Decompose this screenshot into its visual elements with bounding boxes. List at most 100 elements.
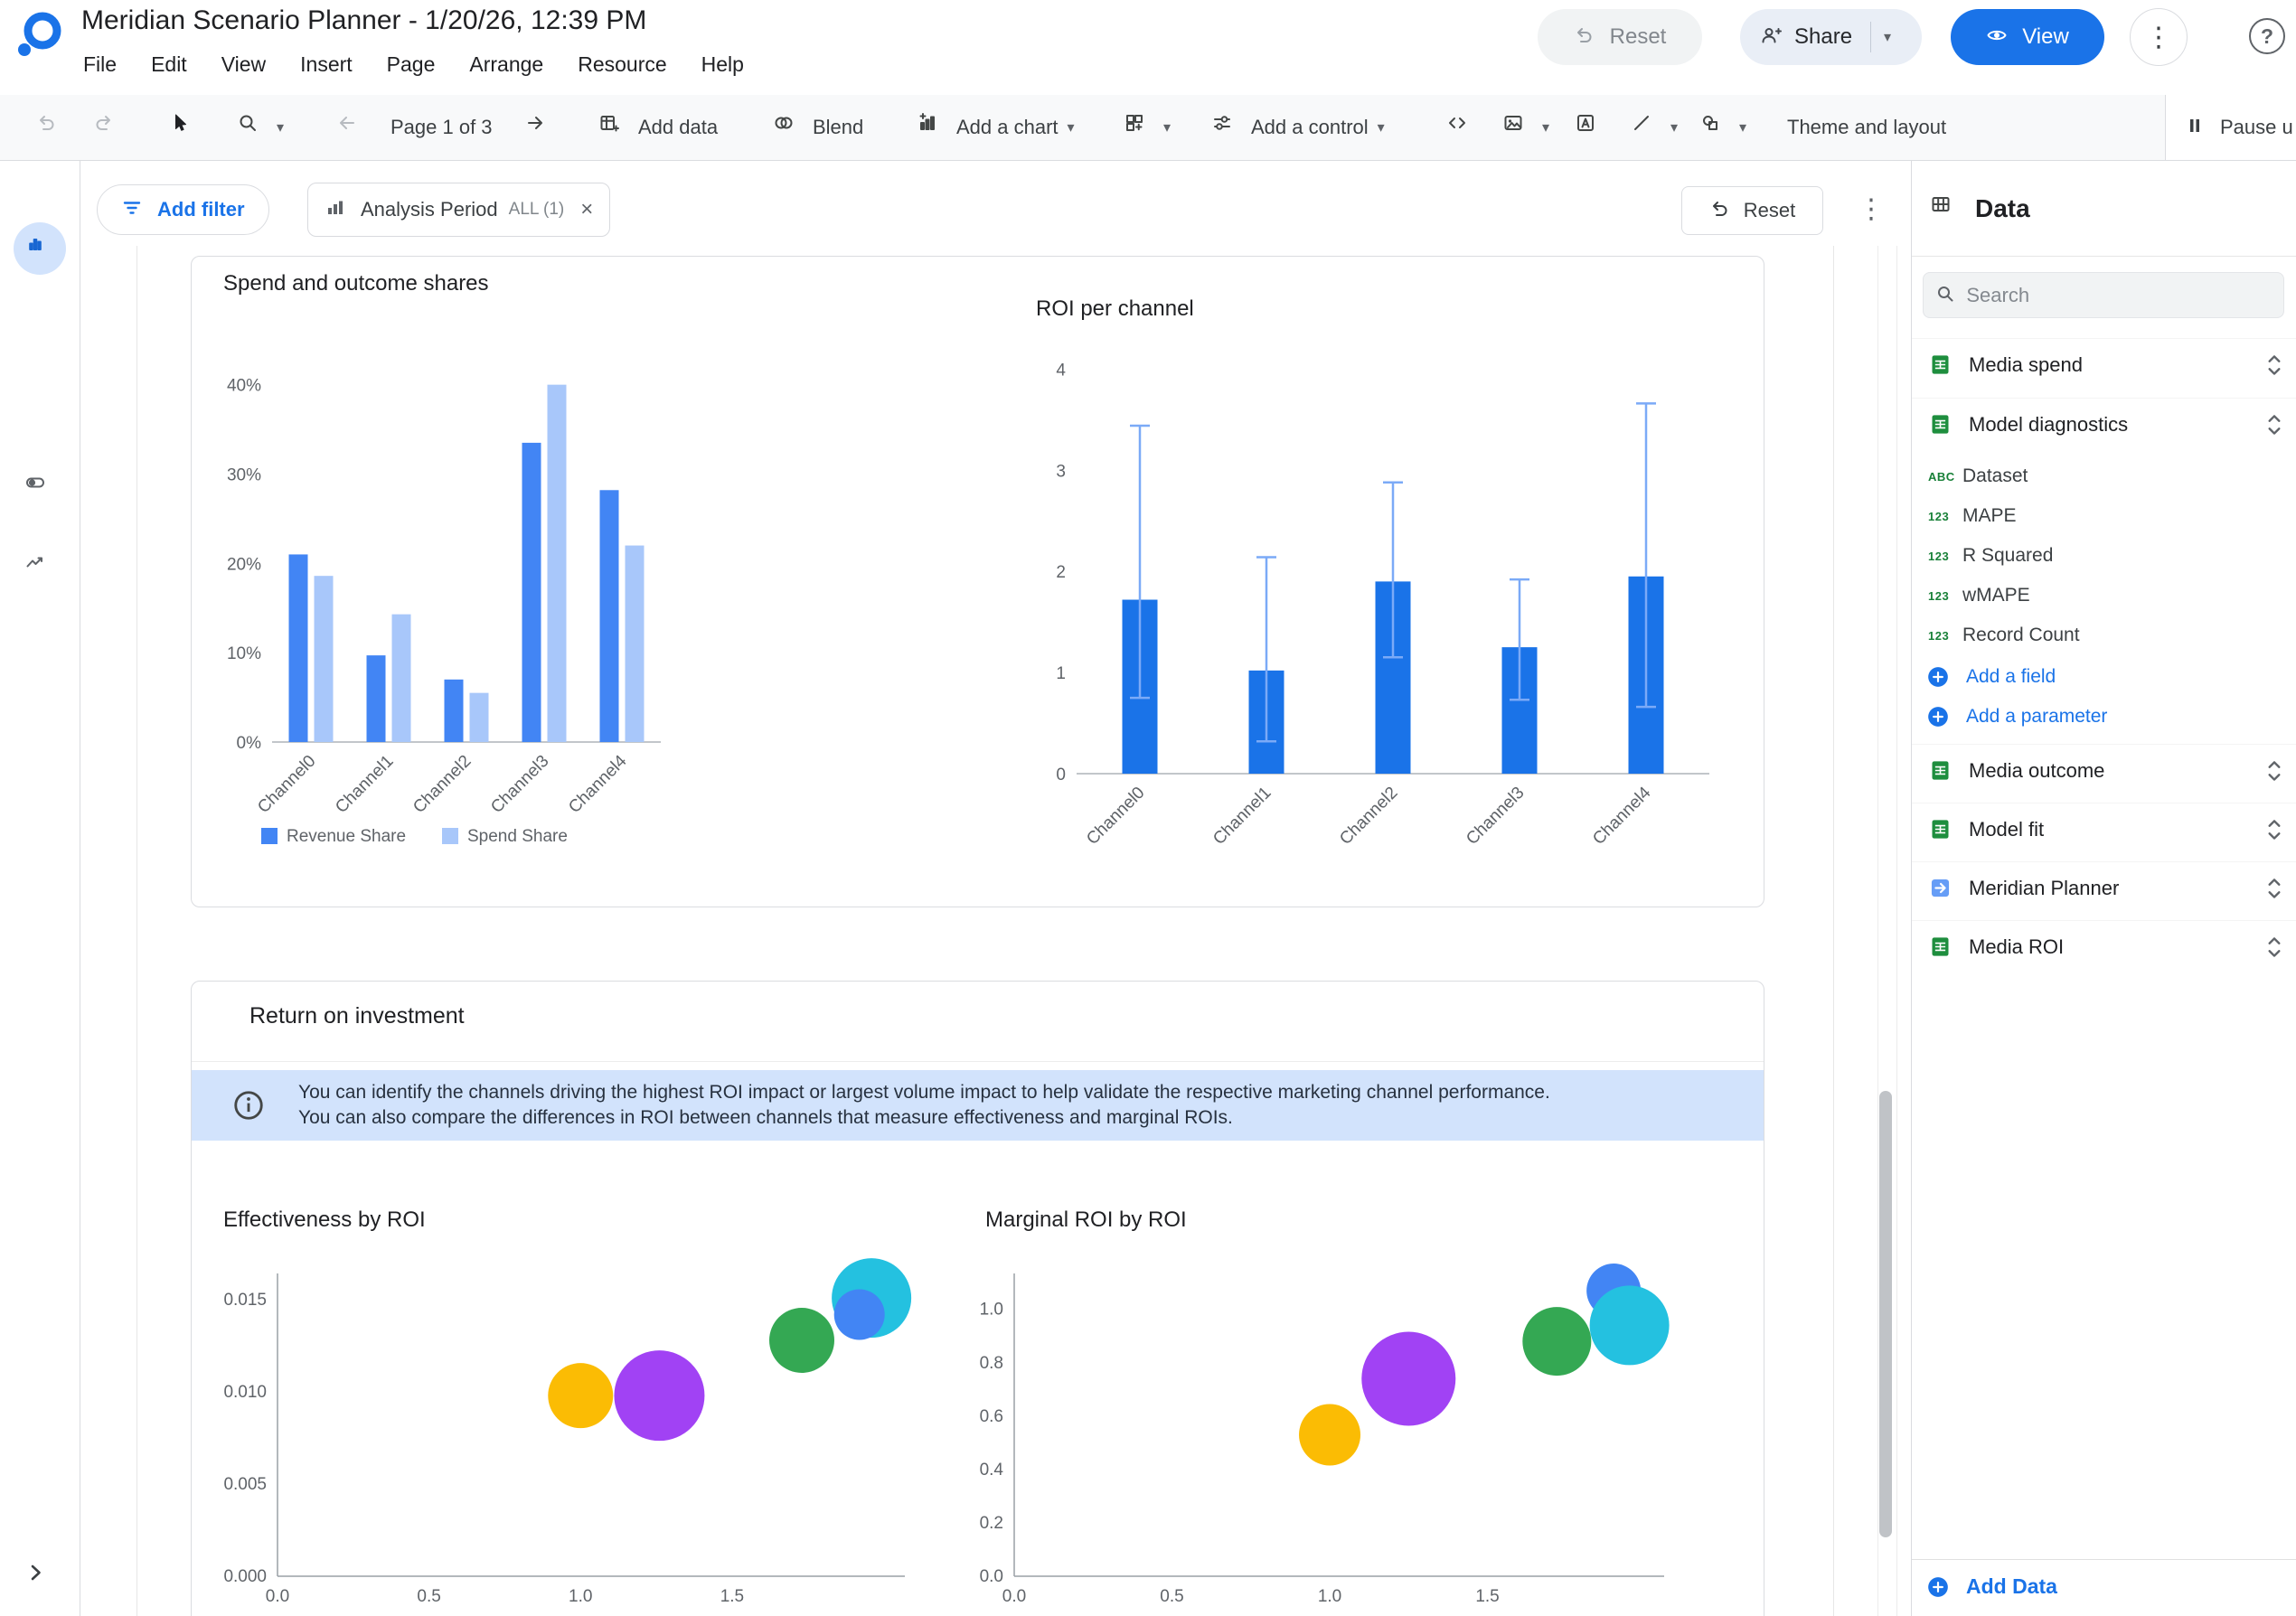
add-a-field-button[interactable]: Add a field [1912, 656, 2296, 698]
return-on-investment-card[interactable]: Return on investment You can identify th… [191, 981, 1764, 1616]
data-source-media-roi[interactable]: Media ROI [1912, 920, 2296, 972]
data-source-meridian-planner[interactable]: Meridian Planner [1912, 861, 2296, 914]
pause-icon [2190, 119, 2199, 132]
canvas-more-menu[interactable]: ⋮ [1858, 194, 1885, 224]
zoom-button[interactable]: ▾ [237, 112, 284, 143]
rail-expand-button[interactable] [14, 1551, 66, 1603]
next-page-button[interactable] [524, 112, 555, 143]
svg-text:20%: 20% [227, 555, 261, 574]
effectiveness-by-roi-chart[interactable]: 0.000 0.005 0.010 0.015 0.0 0.5 1.0 1.5 [218, 1257, 932, 1616]
help-icon[interactable]: ? [2249, 18, 2285, 54]
chart-title: Spend and outcome shares [223, 271, 489, 296]
svg-text:Channel4: Channel4 [565, 751, 631, 817]
data-source-model-diagnostics[interactable]: Model diagnostics [1912, 398, 2296, 450]
sheets-icon [1932, 415, 1949, 434]
data-source-model-fit[interactable]: Model fit [1912, 803, 2296, 855]
filter-chart-icon [328, 201, 343, 214]
page-right-edge [1833, 246, 1834, 1616]
unfold-icon[interactable] [2265, 351, 2283, 380]
view-button[interactable]: View [1951, 9, 2104, 65]
redo-button[interactable] [92, 112, 123, 143]
menu-insert[interactable]: Insert [300, 52, 353, 76]
collapse-icon[interactable] [2265, 410, 2283, 439]
search-input[interactable] [1966, 283, 2272, 307]
share-divider [1870, 22, 1872, 52]
pause-updates-button[interactable]: Pause u [2165, 95, 2296, 160]
menu-page[interactable]: Page [386, 52, 436, 76]
unfold-icon[interactable] [2265, 933, 2283, 962]
menu-edit[interactable]: Edit [151, 52, 187, 76]
menu-resource[interactable]: Resource [578, 52, 667, 76]
sheets-icon [1932, 937, 1949, 956]
svg-text:0.005: 0.005 [223, 1475, 267, 1494]
svg-text:0.8: 0.8 [980, 1354, 1003, 1373]
add-control-button[interactable]: Add a control ▾ [1211, 112, 1385, 143]
unfold-icon[interactable] [2265, 756, 2283, 785]
canvas-scrollbar-thumb[interactable] [1879, 1091, 1892, 1537]
spend-outcome-shares-chart[interactable]: 0%10%20%30%40%Channel0 Channel1 Channel2 Ch… [218, 326, 706, 887]
blend-button[interactable]: Blend [773, 112, 863, 143]
marginal-roi-by-roi-chart[interactable]: 0.0 0.2 0.4 0.6 0.8 1.0 0.0 0.5 1.0 1.5 [977, 1257, 1691, 1616]
embed-code-button[interactable] [1446, 112, 1477, 143]
menu-view[interactable]: View [221, 52, 267, 76]
prev-page-button[interactable] [336, 112, 367, 143]
svg-text:Channel3: Channel3 [1463, 784, 1528, 849]
add-data-button[interactable]: Add Data [1912, 1560, 2296, 1599]
svg-text:0: 0 [1056, 766, 1066, 785]
chip-close-icon[interactable]: × [580, 197, 594, 221]
shape-button[interactable]: ▾ [1699, 112, 1746, 143]
menu-help[interactable]: Help [701, 52, 744, 76]
menu-file[interactable]: File [83, 52, 118, 76]
filter-bar: Add filter Analysis Period ALL (1) × Res… [80, 161, 1911, 246]
plus-circle-icon [1928, 707, 1948, 727]
svg-text:Spend Share: Spend Share [467, 827, 568, 846]
text-button[interactable] [1575, 112, 1605, 143]
data-source-media-outcome[interactable]: Media outcome [1912, 744, 2296, 796]
rail-controls-item[interactable] [14, 461, 66, 513]
svg-text:4: 4 [1056, 361, 1066, 380]
report-title[interactable]: Meridian Scenario Planner - 1/20/26, 12:… [81, 5, 647, 35]
share-button[interactable]: Share ▾ [1740, 9, 1922, 65]
unfold-icon[interactable] [2265, 815, 2283, 844]
data-source-media-spend[interactable]: Media spend [1912, 338, 2296, 390]
add-data-button[interactable]: Add data [598, 112, 718, 143]
unfold-icon[interactable] [2265, 874, 2283, 903]
sheets-icon [1932, 820, 1949, 839]
menu-arrange[interactable]: Arrange [469, 52, 544, 76]
rail-trends-item[interactable] [14, 540, 66, 593]
svg-text:1.0: 1.0 [980, 1301, 1003, 1320]
info-banner-text: You can identify the channels driving th… [298, 1082, 1550, 1128]
field-row-mape[interactable]: 123 MAPE [1928, 505, 2017, 526]
line-button[interactable]: ▾ [1631, 112, 1678, 143]
field-row-r-squared[interactable]: 123 R Squared [1928, 545, 2054, 566]
undo-button[interactable] [36, 112, 67, 143]
header-reset-button[interactable]: Reset [1538, 9, 1702, 65]
canvas-reset-button[interactable]: Reset [1681, 186, 1823, 235]
rail-report-charts-item[interactable] [14, 222, 66, 275]
community-viz-icon [1126, 115, 1143, 131]
data-search-box[interactable] [1923, 272, 2284, 318]
shares-roi-card[interactable]: Spend and outcome shares 0% 10% 20% 30% 40% C… [191, 256, 1764, 907]
svg-text:0.0: 0.0 [266, 1587, 289, 1606]
field-row-record-count[interactable]: 123 Record Count [1928, 625, 2080, 645]
filter-icon [123, 202, 141, 214]
add-community-chart-button[interactable]: ▾ [1124, 112, 1171, 143]
image-button[interactable]: ▾ [1502, 112, 1549, 143]
svg-text:0.000: 0.000 [223, 1567, 267, 1586]
field-row-wmape[interactable]: 123 wMAPE [1928, 585, 2030, 606]
add-chart-button[interactable]: Add a chart ▾ [917, 112, 1075, 143]
svg-text:0.2: 0.2 [980, 1514, 1003, 1533]
svg-text:0.010: 0.010 [223, 1383, 267, 1402]
field-row-dataset[interactable]: ABC Dataset [1928, 465, 2028, 486]
header-more-menu-button[interactable]: ⋮ [2130, 8, 2188, 66]
roi-per-channel-chart[interactable]: 0 1 2 3 4 Channel0 Channel1 Channel2 Channel3 Cha… [1022, 326, 1746, 887]
undo-icon [1712, 202, 1727, 216]
select-cursor-button[interactable] [170, 112, 201, 143]
sliders-icon [1214, 116, 1230, 130]
analysis-period-filter-chip[interactable]: Analysis Period ALL (1) × [307, 183, 611, 237]
chevron-down-icon[interactable]: ▾ [1884, 30, 1892, 45]
add-a-parameter-button[interactable]: Add a parameter [1912, 696, 2296, 738]
add-filter-button[interactable]: Add filter [97, 184, 269, 235]
svg-text:0.5: 0.5 [417, 1587, 440, 1606]
theme-layout-button[interactable]: Theme and layout [1787, 116, 1947, 138]
